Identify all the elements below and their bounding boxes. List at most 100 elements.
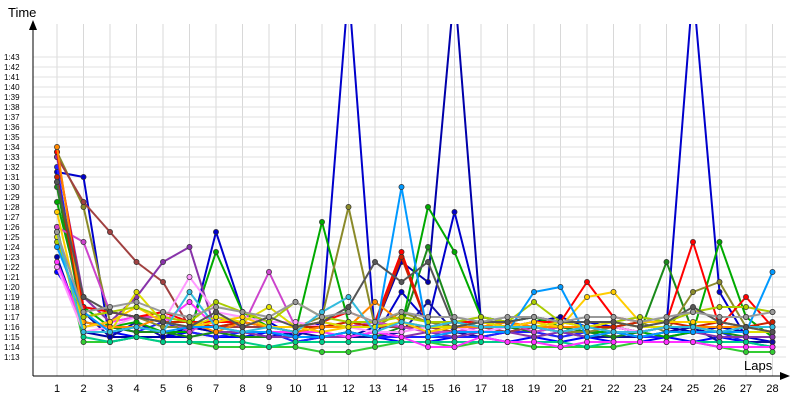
data-point — [186, 299, 193, 305]
x-tick-label: 9 — [266, 383, 272, 395]
data-point — [425, 299, 431, 305]
x-axis-arrow — [780, 372, 790, 380]
data-point — [610, 334, 617, 340]
series-line — [56, 186, 774, 338]
data-point — [478, 324, 484, 330]
y-tick-label: 1:37 — [4, 113, 20, 122]
data-point — [398, 279, 405, 285]
data-point — [716, 329, 723, 335]
y-tick-label: 1:27 — [4, 213, 20, 222]
data-point — [743, 329, 749, 335]
data-point — [584, 344, 590, 350]
x-tick-label: 18 — [501, 383, 513, 395]
data-point — [398, 314, 405, 320]
data-point — [266, 314, 272, 320]
data-point — [663, 324, 670, 330]
data-point — [345, 334, 352, 340]
data-point — [372, 299, 378, 305]
x-tick-label: 21 — [581, 383, 593, 395]
data-point — [398, 329, 405, 335]
series-line — [56, 151, 773, 333]
data-point — [398, 334, 405, 340]
data-point — [80, 314, 87, 320]
data-point — [531, 344, 537, 350]
x-tick-label: 26 — [713, 383, 725, 395]
data-point — [451, 209, 458, 215]
data-point — [557, 329, 564, 335]
data-point — [80, 294, 87, 300]
data-point — [610, 314, 617, 320]
data-point — [266, 269, 272, 275]
data-point — [239, 314, 246, 320]
y-tick-label: 1:15 — [4, 333, 20, 342]
data-point — [160, 334, 166, 340]
y-tick-label: 1:21 — [4, 273, 20, 282]
x-tick-label: 14 — [395, 383, 407, 395]
series-line — [56, 151, 774, 328]
data-point — [133, 324, 140, 330]
data-point — [345, 204, 352, 210]
data-point — [584, 334, 590, 340]
data-point — [319, 339, 325, 345]
x-tick-label: 22 — [607, 383, 619, 395]
y-tick-label: 1:22 — [4, 263, 20, 272]
data-point — [690, 304, 696, 310]
y-tick-label: 1:42 — [4, 63, 20, 72]
data-point — [425, 324, 431, 330]
data-point — [54, 254, 60, 260]
x-tick-label: 13 — [369, 383, 381, 395]
data-point — [107, 339, 113, 345]
series-line — [56, 176, 773, 328]
data-point — [531, 314, 537, 320]
data-point — [425, 339, 431, 345]
data-point — [372, 334, 378, 340]
data-point — [345, 324, 352, 330]
x-tick-label: 5 — [160, 383, 166, 395]
data-point — [345, 329, 352, 335]
x-tick-label: 20 — [554, 383, 566, 395]
data-point — [584, 279, 590, 285]
y-tick-label: 1:36 — [4, 123, 20, 132]
data-point — [292, 329, 299, 335]
data-point — [637, 319, 643, 325]
x-tick-label: 23 — [634, 383, 646, 395]
data-point — [266, 304, 272, 310]
data-point — [690, 329, 696, 335]
data-point — [425, 244, 431, 250]
y-tick-label: 1:23 — [4, 253, 20, 262]
data-point — [292, 334, 299, 340]
data-point — [345, 319, 352, 325]
data-point — [425, 204, 431, 210]
y-tick-label: 1:24 — [4, 243, 20, 252]
x-tick-label: 19 — [528, 383, 540, 395]
data-point — [769, 324, 776, 330]
data-point — [743, 314, 749, 320]
data-point — [637, 329, 643, 335]
data-point — [372, 259, 378, 265]
data-point — [716, 239, 723, 245]
data-point — [769, 329, 776, 335]
x-tick-label: 4 — [133, 383, 139, 395]
data-point — [186, 244, 193, 250]
data-point — [716, 319, 723, 325]
series-lines — [54, 24, 776, 355]
data-point — [266, 324, 272, 330]
data-point — [716, 304, 723, 310]
data-point — [557, 334, 564, 340]
data-point — [292, 324, 299, 330]
data-point — [398, 339, 405, 345]
data-point — [451, 329, 458, 335]
data-point — [319, 219, 325, 225]
data-point — [239, 329, 246, 335]
data-point — [451, 339, 458, 345]
data-point — [504, 329, 511, 335]
data-point — [213, 299, 219, 305]
data-point — [133, 299, 140, 305]
data-point — [213, 339, 219, 345]
data-point — [345, 309, 352, 315]
data-point — [133, 289, 140, 295]
data-point — [504, 339, 511, 345]
data-point — [504, 314, 511, 320]
data-point — [107, 304, 113, 310]
